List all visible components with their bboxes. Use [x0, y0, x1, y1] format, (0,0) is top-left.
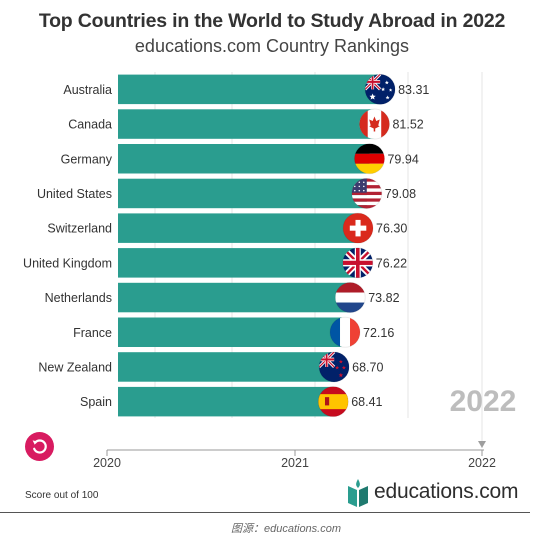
category-label: Canada — [68, 118, 112, 132]
bar-united-kingdom — [118, 248, 358, 278]
united-states-flag-icon — [351, 177, 383, 209]
new-zealand-flag-icon — [318, 351, 350, 383]
value-label: 72.16 — [363, 326, 394, 340]
bar-germany — [118, 144, 370, 174]
bar-united-states — [118, 178, 367, 209]
replay-icon — [32, 439, 47, 454]
category-label: Germany — [61, 152, 113, 166]
year-display: 2022 — [450, 385, 517, 418]
bar-france — [118, 317, 346, 347]
netherlands-flag-icon — [334, 282, 366, 314]
bar-switzerland — [118, 213, 359, 243]
bar-canada — [118, 109, 375, 139]
source-caption: 图源：educations.com — [230, 523, 342, 535]
value-label: 68.41 — [351, 395, 382, 409]
timeline-label: 2020 — [93, 456, 121, 470]
category-label: Netherlands — [45, 291, 112, 305]
united-kingdom-flag-icon — [342, 247, 374, 279]
footnote: Score out of 100 — [25, 490, 99, 501]
switzerland-flag-icon — [342, 212, 374, 244]
australia-flag-icon — [364, 73, 396, 105]
value-label: 76.22 — [376, 256, 407, 270]
chart-subtitle: educations.com Country Rankings — [134, 36, 410, 56]
book-logo-icon — [348, 479, 368, 507]
category-label: Australia — [63, 83, 112, 97]
timeline-label: 2021 — [281, 456, 309, 470]
value-label: 68.70 — [352, 360, 383, 374]
chart-title: Top Countries in the World to Study Abro… — [38, 10, 506, 32]
bar-netherlands — [118, 282, 351, 313]
value-label: 83.31 — [398, 83, 429, 97]
bar-spain — [118, 386, 334, 417]
value-label: 81.52 — [392, 118, 423, 132]
category-label: Switzerland — [47, 222, 112, 236]
value-label: 79.08 — [385, 187, 416, 201]
category-label: France — [73, 326, 112, 340]
france-flag-icon — [329, 316, 361, 348]
category-label: New Zealand — [38, 360, 112, 374]
timeline-label: 2022 — [468, 456, 496, 470]
bar-australia — [118, 74, 381, 105]
bar-new-zealand — [118, 352, 335, 382]
germany-flag-icon — [353, 143, 385, 175]
bar-chart: 2022 Australia 83.31 Canada 81.52 Germany 79.9… — [23, 72, 517, 470]
category-label: Spain — [80, 395, 112, 409]
logo-text: educations.com — [374, 480, 519, 503]
replay-button[interactable] — [25, 432, 54, 461]
spain-flag-icon — [317, 386, 349, 418]
timeline-handle[interactable] — [478, 441, 486, 448]
value-label: 76.30 — [376, 222, 407, 236]
category-label: United States — [37, 187, 112, 201]
value-label: 73.82 — [368, 291, 399, 305]
value-label: 79.94 — [387, 152, 418, 166]
category-label: United Kingdom — [23, 256, 112, 270]
canada-flag-icon — [358, 108, 390, 140]
divider — [0, 512, 530, 513]
